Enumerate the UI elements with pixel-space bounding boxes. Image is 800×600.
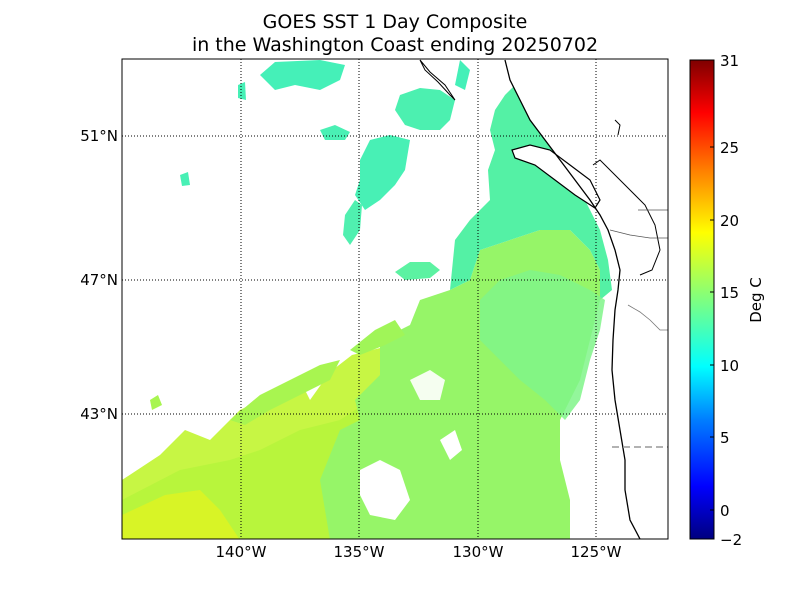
colorbar-tick-5: 5 [720,429,730,447]
colorbar-tick-10: 10 [720,357,739,375]
colorbar-label: Deg C [747,277,765,323]
state-border [627,304,668,331]
lon-label-125: 125°W [571,543,622,561]
map-title-line2: in the Washington Coast ending 20250702 [191,34,599,56]
lon-label-130: 130°W [453,543,504,561]
colorbar-tick-15: 15 [720,284,739,302]
colorbar-tick-25: 25 [720,139,739,157]
sst-field [122,59,668,539]
coastline [504,59,641,539]
lat-label-47: 47°N [80,271,118,289]
colorbar [689,59,715,540]
lon-label-135: 135°W [334,543,385,561]
lon-label-140: 140°W [216,543,267,561]
colorbar-tick-31: 31 [720,52,739,70]
map-title-line1: GOES SST 1 Day Composite [262,11,528,33]
colorbar-tick-minus2: −2 [720,531,742,549]
map-frame [121,58,669,540]
colorbar-tick-20: 20 [720,212,739,230]
graticule [122,59,668,539]
colorbar-ticks [710,59,714,511]
lat-label-51: 51°N [80,127,118,145]
lat-label-43: 43°N [80,405,118,423]
colorbar-tick-0: 0 [720,502,730,520]
